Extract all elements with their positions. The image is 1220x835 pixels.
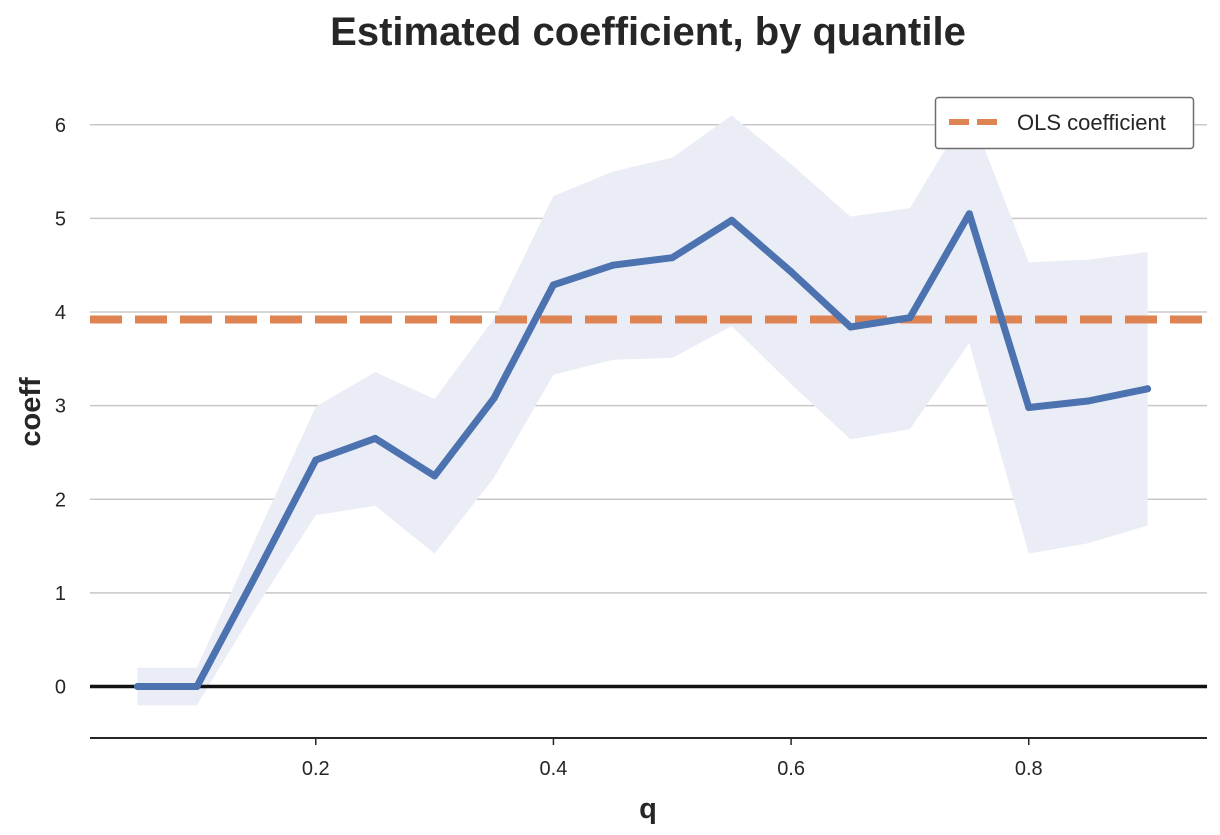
data-point [787,268,795,276]
x-tick-labels: 0.2 0.4 0.6 0.8 [302,758,1043,780]
legend-box [934,96,1195,150]
data-point [847,323,855,331]
series-line-layer [134,210,1152,691]
data-point [1144,385,1152,393]
data-point [193,683,201,691]
data-point [134,683,142,691]
y-tick-label: 6 [55,115,66,137]
y-tick-labels: 0 1 2 3 4 5 6 [55,115,66,699]
data-point [252,570,260,578]
data-point [965,210,973,218]
confidence-band-layer [137,109,1148,706]
data-point [668,254,676,262]
x-tick-label: 0.2 [302,758,330,780]
y-tick-label: 0 [55,677,66,699]
legend: OLS coefficient [934,96,1195,150]
data-point [1084,397,1092,405]
x-tick-label: 0.8 [1015,758,1043,780]
legend-label-ols: OLS coefficient [1017,110,1166,135]
chart-title: Estimated coefficient, by quantile [330,10,966,54]
data-point [728,216,736,224]
data-point [1025,404,1033,412]
data-point [609,261,617,269]
data-point [371,434,379,442]
data-point [490,394,498,402]
y-tick-label: 5 [55,208,66,230]
y-axis-label: coeff [15,377,47,447]
data-point [549,281,557,289]
y-tick-label: 2 [55,489,66,511]
confidence-band [137,109,1148,706]
x-axis-label: q [639,793,657,825]
data-point [312,456,320,464]
series-line-quantile-coefficient [134,210,1152,690]
data-point [431,472,439,480]
y-tick-label: 1 [55,583,66,605]
x-tick-label: 0.6 [777,758,805,780]
y-tick-label: 3 [55,396,66,418]
x-axis [90,737,1207,745]
y-tick-label: 4 [55,302,66,324]
x-tick-label: 0.4 [540,758,568,780]
data-point [906,314,914,322]
